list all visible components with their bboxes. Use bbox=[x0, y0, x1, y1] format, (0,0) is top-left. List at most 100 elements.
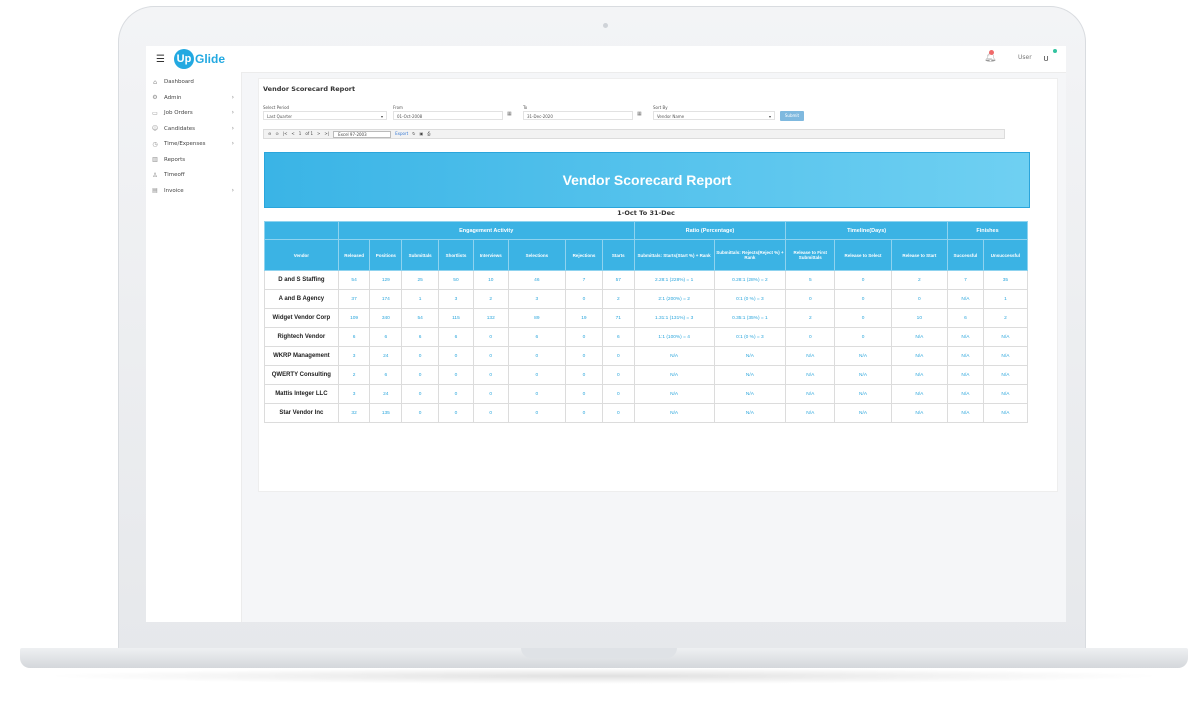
table-cell[interactable]: 0 bbox=[565, 365, 603, 385]
table-cell[interactable]: 0 bbox=[507, 346, 567, 366]
table-cell[interactable]: N/A bbox=[633, 346, 715, 366]
table-cell[interactable]: N/A bbox=[785, 403, 836, 423]
sidebar-item[interactable]: ▭ Job Orders › bbox=[150, 107, 238, 119]
table-cell[interactable]: N/A bbox=[834, 403, 892, 423]
refresh-icon[interactable]: ⊙ bbox=[275, 131, 279, 136]
table-cell[interactable]: 0 bbox=[472, 384, 509, 404]
export-format-select[interactable]: Excel 97-2003 bbox=[333, 130, 392, 138]
table-cell[interactable]: 3 bbox=[438, 289, 474, 309]
print-icon[interactable]: ⎙ bbox=[427, 131, 431, 136]
table-cell[interactable]: 6 bbox=[369, 327, 403, 347]
table-cell[interactable]: 0 bbox=[834, 327, 892, 347]
table-cell[interactable]: 0 bbox=[565, 289, 603, 309]
table-cell[interactable]: 0 bbox=[472, 327, 509, 347]
table-cell[interactable]: 0 bbox=[565, 346, 603, 366]
table-cell[interactable]: 132 bbox=[472, 308, 509, 328]
table-cell[interactable]: 6 bbox=[947, 308, 984, 328]
table-cell[interactable]: N/A bbox=[947, 327, 984, 347]
table-cell[interactable]: 0 bbox=[565, 384, 603, 404]
table-cell[interactable]: 2 bbox=[890, 270, 949, 290]
save-icon[interactable]: ▣ bbox=[419, 131, 424, 136]
sidebar-item[interactable]: ◷ Time/Expenses › bbox=[150, 138, 238, 150]
table-cell[interactable]: 1:1 (100%) = 4 bbox=[633, 327, 715, 347]
sidebar-item[interactable]: ☺ Candidates › bbox=[150, 123, 238, 135]
table-cell[interactable]: 0 bbox=[834, 270, 892, 290]
table-cell[interactable]: N/A bbox=[890, 384, 949, 404]
table-cell[interactable]: 3 bbox=[337, 346, 371, 366]
table-cell[interactable]: 0 bbox=[472, 365, 509, 385]
table-cell[interactable]: N/A bbox=[947, 384, 984, 404]
from-date-field[interactable]: 01-Oct-2008 bbox=[393, 111, 503, 120]
table-cell[interactable]: 115 bbox=[438, 308, 474, 328]
avatar[interactable]: U bbox=[1043, 55, 1049, 63]
table-cell[interactable]: 6 bbox=[507, 327, 567, 347]
table-cell[interactable]: 0:1 (0 %) = 3 bbox=[713, 327, 787, 347]
table-cell[interactable]: N/A bbox=[947, 346, 984, 366]
table-cell[interactable]: N/A bbox=[890, 365, 949, 385]
calendar-icon[interactable]: ▦ bbox=[507, 111, 512, 117]
table-cell[interactable]: 0 bbox=[438, 403, 474, 423]
table-cell[interactable]: 0.28:1 (28%) = 2 bbox=[713, 270, 787, 290]
table-cell[interactable]: N/A bbox=[947, 403, 984, 423]
table-cell[interactable]: N/A bbox=[834, 365, 892, 385]
table-cell[interactable]: 0 bbox=[785, 289, 836, 309]
table-cell[interactable]: 0 bbox=[401, 346, 440, 366]
table-cell[interactable]: 0 bbox=[565, 403, 603, 423]
user-name[interactable]: User bbox=[1018, 54, 1032, 61]
table-cell[interactable]: 2 bbox=[982, 308, 1029, 328]
table-cell[interactable]: 6 bbox=[337, 327, 371, 347]
table-cell[interactable]: 5 bbox=[785, 270, 836, 290]
table-cell[interactable]: 1 bbox=[982, 289, 1029, 309]
table-cell[interactable]: N/A bbox=[785, 384, 836, 404]
table-cell[interactable]: 0 bbox=[401, 384, 440, 404]
table-cell[interactable]: N/A bbox=[713, 346, 787, 366]
table-cell[interactable]: 0 bbox=[601, 403, 635, 423]
table-cell[interactable]: 0 bbox=[565, 327, 603, 347]
table-cell[interactable]: N/A bbox=[713, 384, 787, 404]
table-cell[interactable]: 0.35:1 (35%) = 1 bbox=[713, 308, 787, 328]
table-cell[interactable]: N/A bbox=[633, 365, 715, 385]
table-cell[interactable]: 0 bbox=[438, 346, 474, 366]
table-cell[interactable]: 2 bbox=[785, 308, 836, 328]
table-cell[interactable]: N/A bbox=[890, 327, 949, 347]
sidebar-item[interactable]: ⚙ Admin › bbox=[150, 92, 238, 104]
table-cell[interactable]: N/A bbox=[890, 346, 949, 366]
table-cell[interactable]: 24 bbox=[369, 346, 403, 366]
table-cell[interactable]: 0 bbox=[507, 384, 567, 404]
table-cell[interactable]: 0 bbox=[472, 346, 509, 366]
period-select[interactable]: Last Quarter ▾ bbox=[263, 111, 387, 120]
table-cell[interactable]: 129 bbox=[369, 270, 403, 290]
table-cell[interactable]: N/A bbox=[982, 365, 1029, 385]
table-cell[interactable]: N/A bbox=[982, 346, 1029, 366]
table-cell[interactable]: 89 bbox=[507, 308, 567, 328]
table-cell[interactable]: 0 bbox=[601, 346, 635, 366]
table-cell[interactable]: 32 bbox=[337, 403, 371, 423]
sidebar-item[interactable]: ▥ Reports bbox=[150, 154, 238, 166]
table-cell[interactable]: 35 bbox=[982, 270, 1029, 290]
prev-page-icon[interactable]: < bbox=[291, 131, 295, 136]
table-cell[interactable]: 0 bbox=[507, 365, 567, 385]
table-cell[interactable]: N/A bbox=[947, 365, 984, 385]
table-cell[interactable]: 340 bbox=[369, 308, 403, 328]
sidebar-item[interactable]: ♙ Timeoff bbox=[150, 169, 238, 181]
table-cell[interactable]: 0 bbox=[438, 384, 474, 404]
export-link[interactable]: Export bbox=[395, 131, 409, 136]
submit-button[interactable]: Submit bbox=[780, 111, 804, 121]
table-cell[interactable]: 54 bbox=[337, 270, 371, 290]
table-cell[interactable]: N/A bbox=[785, 365, 836, 385]
table-cell[interactable]: 10 bbox=[890, 308, 949, 328]
table-cell[interactable]: 0 bbox=[401, 365, 440, 385]
table-cell[interactable]: 0 bbox=[438, 365, 474, 385]
table-cell[interactable]: 2.28:1 (228%) = 1 bbox=[633, 270, 715, 290]
table-cell[interactable]: 0 bbox=[834, 289, 892, 309]
table-cell[interactable]: 7 bbox=[947, 270, 984, 290]
page-number[interactable]: 1 bbox=[298, 131, 302, 136]
table-cell[interactable]: 10 bbox=[472, 270, 509, 290]
to-date-field[interactable]: 31-Dec-2020 bbox=[523, 111, 633, 120]
table-cell[interactable]: 109 bbox=[337, 308, 371, 328]
table-cell[interactable]: 6 bbox=[369, 365, 403, 385]
table-cell[interactable]: 37 bbox=[337, 289, 371, 309]
table-cell[interactable]: 57 bbox=[601, 270, 635, 290]
table-cell[interactable]: 0:1 (0 %) = 3 bbox=[713, 289, 787, 309]
sidebar-item[interactable]: ⌂ Dashboard bbox=[150, 76, 238, 88]
